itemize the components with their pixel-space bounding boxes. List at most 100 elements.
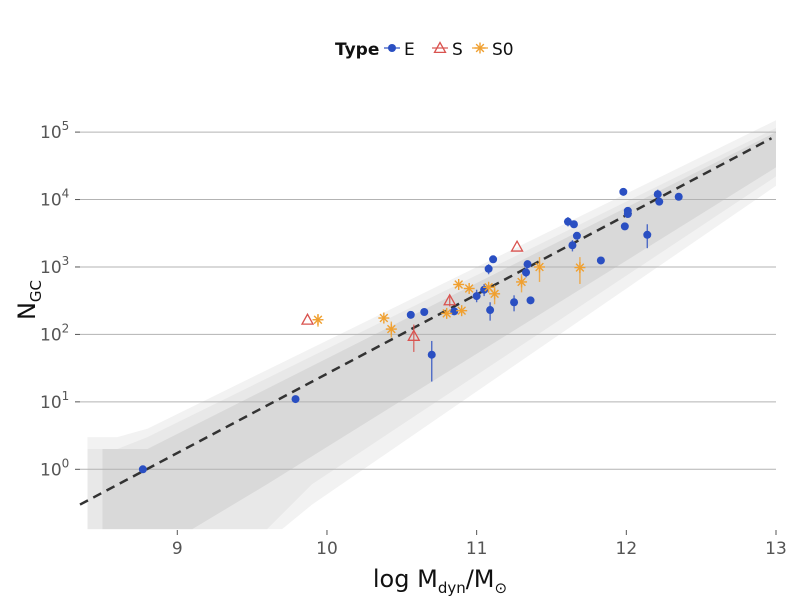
legend-entry-E: E (384, 40, 415, 60)
y-tick-label: 104 (40, 187, 69, 211)
y-tick-label: 100 (40, 456, 69, 480)
y-tick-base: 10 (40, 258, 62, 278)
star-stroke (454, 280, 464, 289)
data-point-S (407, 329, 421, 341)
data-point-E (510, 298, 519, 307)
x-tick-label: 13 (765, 539, 787, 559)
data-point-E (568, 241, 577, 250)
y-tick-exponent: 2 (62, 321, 70, 335)
legend: Type E S S0 (335, 40, 514, 60)
data-point-E (484, 264, 493, 273)
legend-entry-S0: S0 (472, 40, 514, 60)
x-tick-label: 12 (616, 539, 638, 559)
data-point-E (674, 192, 683, 201)
data-point-E (291, 395, 300, 404)
y-tick-base: 10 (40, 191, 62, 211)
y-tick-base: 10 (40, 460, 62, 480)
y-tick-exponent: 4 (62, 187, 70, 201)
x-axis-label-sep: /M (466, 565, 495, 593)
y-tick-exponent: 1 (62, 389, 70, 403)
data-point-S0 (385, 323, 397, 335)
y-tick-label: 101 (40, 389, 69, 413)
legend-entry-S: S (432, 40, 463, 60)
y-tick-base: 10 (40, 123, 62, 143)
legend-title: Type (335, 40, 379, 60)
data-point-E (572, 231, 581, 240)
star-stroke (484, 282, 493, 292)
data-point-E (563, 217, 572, 226)
x-axis-label: log Mdyn/M⊙ (373, 565, 507, 597)
star-stroke (535, 262, 544, 272)
series-E (138, 187, 683, 474)
grid-lines (80, 131, 776, 470)
data-point-E (420, 307, 429, 316)
x-tick-label: 10 (316, 539, 338, 559)
x-axis-label-sub2: ⊙ (495, 579, 508, 597)
star-stroke (490, 289, 499, 299)
x-tick-label: 9 (172, 539, 183, 559)
legend-label-S0: S0 (492, 40, 514, 60)
star-stroke (517, 277, 526, 287)
star-stroke (464, 284, 474, 293)
data-point-S0 (534, 261, 546, 273)
data-point-E (569, 220, 578, 229)
y-tick-base: 10 (40, 393, 62, 413)
y-tick-exponent: 5 (62, 119, 70, 133)
data-point-S (443, 293, 457, 306)
data-point-E (653, 190, 662, 199)
data-point-S0 (378, 312, 390, 324)
data-point-E (472, 292, 481, 301)
data-point-S (300, 312, 315, 325)
data-point-E (619, 187, 628, 196)
data-point-E (138, 465, 147, 474)
data-points (138, 187, 683, 474)
star-stroke (313, 315, 323, 325)
x-axis-label-sub: dyn (438, 579, 466, 597)
legend-marker-S0 (474, 42, 486, 54)
y-tick-exponent: 3 (62, 254, 70, 268)
star-stroke (379, 313, 389, 323)
star-stroke (442, 309, 452, 318)
series-S0 (312, 257, 586, 338)
y-axis-label: NGC (13, 280, 45, 320)
legend-marker-E (388, 44, 396, 52)
legend-label-S: S (452, 40, 463, 60)
data-point-E (489, 255, 498, 264)
star-stroke (575, 263, 585, 272)
data-point-E (523, 260, 532, 269)
data-point-E (596, 256, 605, 265)
x-tick-labels: 9 10 11 12 13 (172, 530, 787, 559)
data-point-S (510, 239, 524, 252)
legend-label-E: E (404, 40, 415, 60)
y-tick-label: 105 (40, 119, 69, 143)
y-tick-exponent: 0 (62, 456, 70, 470)
data-point-S0 (574, 262, 586, 274)
data-point-E (486, 306, 495, 315)
data-point-E (655, 197, 664, 206)
data-point-S0 (441, 307, 453, 319)
star-stroke (475, 43, 485, 53)
data-point-E (620, 222, 629, 231)
data-point-S0 (463, 282, 475, 294)
data-point-E (526, 296, 535, 305)
star-stroke (457, 306, 467, 316)
star-stroke (386, 324, 396, 334)
y-axis-label-sub: GC (27, 280, 45, 302)
series-S (300, 239, 524, 352)
data-point-S0 (312, 314, 324, 326)
y-tick-label: 102 (40, 321, 69, 345)
data-point-S0 (489, 288, 501, 300)
confidence-bands (87, 120, 776, 530)
x-tick-label: 11 (466, 539, 488, 559)
data-point-E (427, 350, 436, 359)
data-point-E (406, 310, 415, 319)
y-tick-base: 10 (40, 325, 62, 345)
data-point-S0 (516, 276, 528, 288)
y-tick-label: 103 (40, 254, 69, 278)
data-point-S0 (453, 278, 465, 290)
legend-marker-S (433, 41, 447, 54)
data-point-E (522, 268, 531, 277)
